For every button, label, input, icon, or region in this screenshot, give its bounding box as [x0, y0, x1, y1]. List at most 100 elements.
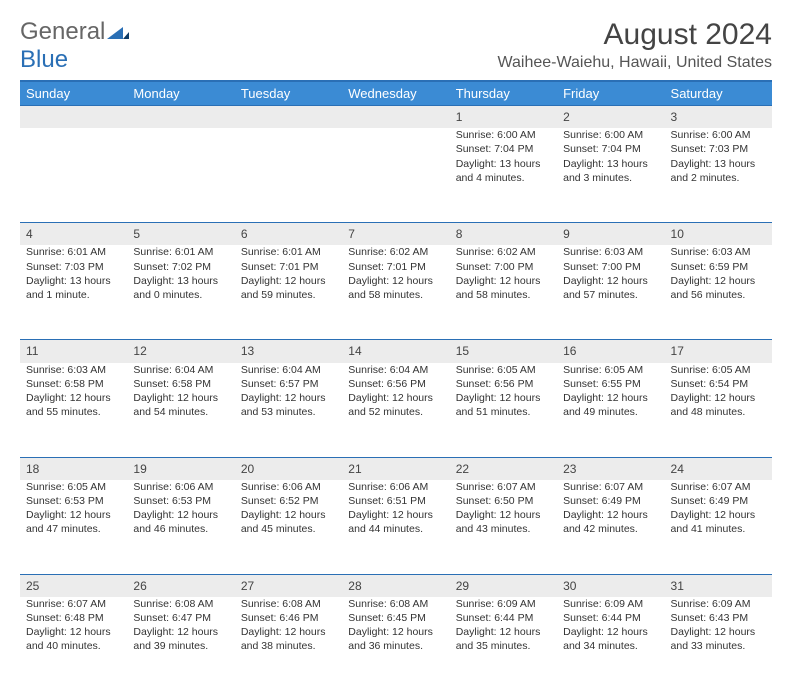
- sunset-text: Sunset: 7:02 PM: [133, 260, 228, 274]
- day-number-cell: [342, 106, 449, 129]
- sunrise-text: Sunrise: 6:07 AM: [26, 597, 121, 611]
- sunset-text: Sunset: 6:52 PM: [241, 494, 336, 508]
- sunrise-text: Sunrise: 6:00 AM: [456, 128, 551, 142]
- daylight-text: Daylight: 12 hours and 44 minutes.: [348, 508, 443, 536]
- day-number-cell: 7: [342, 223, 449, 246]
- sunset-text: Sunset: 7:03 PM: [26, 260, 121, 274]
- day-number-cell: 3: [665, 106, 772, 129]
- day-info-cell: Sunrise: 6:09 AMSunset: 6:44 PMDaylight:…: [557, 597, 664, 691]
- sunset-text: Sunset: 6:53 PM: [133, 494, 228, 508]
- logo: General Blue: [20, 18, 129, 74]
- sunrise-text: Sunrise: 6:05 AM: [563, 363, 658, 377]
- daylight-text: Daylight: 12 hours and 33 minutes.: [671, 625, 766, 653]
- daylight-text: Daylight: 12 hours and 52 minutes.: [348, 391, 443, 419]
- daylight-text: Daylight: 12 hours and 36 minutes.: [348, 625, 443, 653]
- sunrise-text: Sunrise: 6:00 AM: [671, 128, 766, 142]
- day-info-cell: Sunrise: 6:06 AMSunset: 6:52 PMDaylight:…: [235, 480, 342, 575]
- sunrise-text: Sunrise: 6:00 AM: [563, 128, 658, 142]
- sunrise-text: Sunrise: 6:02 AM: [456, 245, 551, 259]
- sunrise-text: Sunrise: 6:07 AM: [456, 480, 551, 494]
- sunset-text: Sunset: 7:00 PM: [563, 260, 658, 274]
- day-info-cell: Sunrise: 6:04 AMSunset: 6:57 PMDaylight:…: [235, 363, 342, 458]
- sunset-text: Sunset: 6:58 PM: [26, 377, 121, 391]
- sunrise-text: Sunrise: 6:05 AM: [456, 363, 551, 377]
- weekday-thursday: Thursday: [450, 81, 557, 106]
- day-number-cell: 21: [342, 457, 449, 480]
- sunset-text: Sunset: 6:43 PM: [671, 611, 766, 625]
- day-info-cell: Sunrise: 6:08 AMSunset: 6:47 PMDaylight:…: [127, 597, 234, 691]
- sunset-text: Sunset: 7:01 PM: [241, 260, 336, 274]
- daylight-text: Daylight: 12 hours and 38 minutes.: [241, 625, 336, 653]
- weekday-saturday: Saturday: [665, 81, 772, 106]
- daylight-text: Daylight: 13 hours and 2 minutes.: [671, 157, 766, 185]
- daylight-text: Daylight: 12 hours and 34 minutes.: [563, 625, 658, 653]
- sunrise-text: Sunrise: 6:06 AM: [241, 480, 336, 494]
- daylight-text: Daylight: 12 hours and 35 minutes.: [456, 625, 551, 653]
- day-number-cell: 12: [127, 340, 234, 363]
- title-block: August 2024 Waihee-Waiehu, Hawaii, Unite…: [498, 18, 773, 72]
- sunrise-text: Sunrise: 6:03 AM: [671, 245, 766, 259]
- day-info-cell: Sunrise: 6:08 AMSunset: 6:45 PMDaylight:…: [342, 597, 449, 691]
- weekday-friday: Friday: [557, 81, 664, 106]
- day-number-cell: 26: [127, 574, 234, 597]
- sunset-text: Sunset: 7:04 PM: [456, 142, 551, 156]
- sunset-text: Sunset: 6:49 PM: [563, 494, 658, 508]
- day-number-cell: 25: [20, 574, 127, 597]
- sunrise-text: Sunrise: 6:07 AM: [671, 480, 766, 494]
- day-number-cell: 6: [235, 223, 342, 246]
- day-info-cell: Sunrise: 6:05 AMSunset: 6:54 PMDaylight:…: [665, 363, 772, 458]
- day-number-cell: 17: [665, 340, 772, 363]
- sunrise-text: Sunrise: 6:09 AM: [563, 597, 658, 611]
- day-number-cell: 22: [450, 457, 557, 480]
- daylight-text: Daylight: 13 hours and 4 minutes.: [456, 157, 551, 185]
- day-info-cell: [127, 128, 234, 223]
- sunset-text: Sunset: 6:59 PM: [671, 260, 766, 274]
- day-number-cell: 19: [127, 457, 234, 480]
- day-info-row: Sunrise: 6:03 AMSunset: 6:58 PMDaylight:…: [20, 363, 772, 458]
- day-info-cell: Sunrise: 6:01 AMSunset: 7:03 PMDaylight:…: [20, 245, 127, 340]
- day-number-cell: 4: [20, 223, 127, 246]
- daylight-text: Daylight: 12 hours and 46 minutes.: [133, 508, 228, 536]
- sunrise-text: Sunrise: 6:01 AM: [241, 245, 336, 259]
- weekday-header-row: Sunday Monday Tuesday Wednesday Thursday…: [20, 81, 772, 106]
- sunset-text: Sunset: 7:01 PM: [348, 260, 443, 274]
- daylight-text: Daylight: 12 hours and 42 minutes.: [563, 508, 658, 536]
- sunrise-text: Sunrise: 6:03 AM: [26, 363, 121, 377]
- sunrise-text: Sunrise: 6:03 AM: [563, 245, 658, 259]
- logo-text-2: Blue: [20, 46, 68, 73]
- sunrise-text: Sunrise: 6:01 AM: [133, 245, 228, 259]
- sunset-text: Sunset: 6:58 PM: [133, 377, 228, 391]
- daynum-row: 45678910: [20, 223, 772, 246]
- calendar-table: Sunday Monday Tuesday Wednesday Thursday…: [20, 80, 772, 691]
- sunrise-text: Sunrise: 6:08 AM: [133, 597, 228, 611]
- day-info-cell: Sunrise: 6:01 AMSunset: 7:02 PMDaylight:…: [127, 245, 234, 340]
- day-info-cell: Sunrise: 6:09 AMSunset: 6:44 PMDaylight:…: [450, 597, 557, 691]
- day-info-cell: Sunrise: 6:06 AMSunset: 6:51 PMDaylight:…: [342, 480, 449, 575]
- day-number-cell: [127, 106, 234, 129]
- daylight-text: Daylight: 12 hours and 51 minutes.: [456, 391, 551, 419]
- sunset-text: Sunset: 6:55 PM: [563, 377, 658, 391]
- day-info-row: Sunrise: 6:07 AMSunset: 6:48 PMDaylight:…: [20, 597, 772, 691]
- sunset-text: Sunset: 6:46 PM: [241, 611, 336, 625]
- daylight-text: Daylight: 12 hours and 56 minutes.: [671, 274, 766, 302]
- day-info-cell: Sunrise: 6:03 AMSunset: 7:00 PMDaylight:…: [557, 245, 664, 340]
- sunrise-text: Sunrise: 6:05 AM: [671, 363, 766, 377]
- daylight-text: Daylight: 12 hours and 41 minutes.: [671, 508, 766, 536]
- day-number-cell: [235, 106, 342, 129]
- day-number-cell: 23: [557, 457, 664, 480]
- sunset-text: Sunset: 6:51 PM: [348, 494, 443, 508]
- day-info-cell: Sunrise: 6:04 AMSunset: 6:58 PMDaylight:…: [127, 363, 234, 458]
- day-number-cell: 9: [557, 223, 664, 246]
- weekday-wednesday: Wednesday: [342, 81, 449, 106]
- day-info-cell: Sunrise: 6:09 AMSunset: 6:43 PMDaylight:…: [665, 597, 772, 691]
- day-number-cell: 5: [127, 223, 234, 246]
- sunset-text: Sunset: 7:00 PM: [456, 260, 551, 274]
- daynum-row: 25262728293031: [20, 574, 772, 597]
- day-info-cell: [20, 128, 127, 223]
- sunset-text: Sunset: 6:57 PM: [241, 377, 336, 391]
- daylight-text: Daylight: 12 hours and 58 minutes.: [348, 274, 443, 302]
- sunset-text: Sunset: 6:56 PM: [348, 377, 443, 391]
- day-info-cell: Sunrise: 6:02 AMSunset: 7:01 PMDaylight:…: [342, 245, 449, 340]
- header: General Blue August 2024 Waihee-Waiehu, …: [20, 18, 772, 74]
- sunrise-text: Sunrise: 6:06 AM: [348, 480, 443, 494]
